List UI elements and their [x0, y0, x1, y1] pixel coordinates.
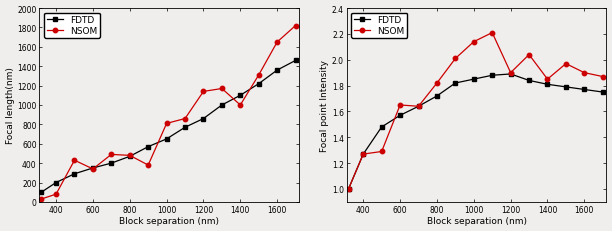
FDTD	[488, 75, 496, 77]
NSOM	[218, 88, 226, 91]
FDTD	[218, 104, 226, 107]
FDTD	[181, 126, 188, 129]
FDTD	[345, 188, 352, 191]
FDTD	[163, 138, 170, 141]
FDTD	[415, 105, 422, 108]
NSOM	[255, 74, 263, 77]
FDTD	[452, 82, 459, 85]
NSOM	[345, 188, 352, 191]
FDTD	[108, 162, 115, 165]
NSOM	[470, 41, 477, 44]
FDTD	[581, 89, 588, 91]
FDTD	[255, 83, 263, 86]
FDTD	[274, 69, 281, 72]
FDTD	[38, 191, 45, 194]
FDTD	[544, 84, 551, 86]
FDTD	[126, 155, 133, 158]
FDTD	[360, 153, 367, 156]
FDTD	[53, 181, 60, 184]
NSOM	[452, 58, 459, 61]
NSOM	[433, 82, 441, 85]
NSOM	[544, 78, 551, 81]
FDTD	[144, 146, 152, 148]
FDTD	[433, 95, 441, 98]
FDTD	[525, 80, 532, 82]
FDTD	[237, 94, 244, 97]
FDTD	[599, 91, 606, 94]
NSOM	[415, 105, 422, 108]
FDTD	[71, 173, 78, 175]
NSOM	[144, 164, 152, 167]
Line: NSOM: NSOM	[39, 24, 298, 201]
FDTD	[378, 126, 386, 129]
NSOM	[53, 193, 60, 196]
Y-axis label: Focal length(nm): Focal length(nm)	[6, 67, 15, 144]
NSOM	[108, 153, 115, 156]
NSOM	[237, 104, 244, 107]
Line: FDTD: FDTD	[39, 59, 298, 195]
NSOM	[38, 198, 45, 201]
NSOM	[599, 76, 606, 79]
NSOM	[378, 150, 386, 153]
NSOM	[71, 159, 78, 162]
FDTD	[89, 167, 97, 170]
NSOM	[360, 153, 367, 156]
NSOM	[488, 32, 496, 35]
NSOM	[181, 118, 188, 120]
X-axis label: Block separation (nm): Block separation (nm)	[119, 216, 219, 225]
NSOM	[200, 91, 207, 93]
NSOM	[525, 54, 532, 57]
NSOM	[126, 154, 133, 157]
NSOM	[507, 72, 514, 75]
FDTD	[292, 60, 299, 63]
NSOM	[562, 63, 570, 66]
Line: NSOM: NSOM	[346, 31, 605, 191]
Legend: FDTD, NSOM: FDTD, NSOM	[351, 13, 408, 39]
Line: FDTD: FDTD	[346, 73, 605, 191]
NSOM	[274, 41, 281, 44]
NSOM	[397, 104, 404, 107]
NSOM	[292, 25, 299, 28]
FDTD	[470, 78, 477, 81]
FDTD	[397, 114, 404, 117]
Y-axis label: Focal point Intensity: Focal point Intensity	[320, 60, 329, 151]
FDTD	[507, 73, 514, 76]
X-axis label: Block separation (nm): Block separation (nm)	[427, 216, 526, 225]
FDTD	[562, 86, 570, 89]
NSOM	[89, 168, 97, 170]
NSOM	[581, 72, 588, 75]
FDTD	[200, 118, 207, 120]
NSOM	[163, 122, 170, 125]
Legend: FDTD, NSOM: FDTD, NSOM	[44, 13, 100, 39]
